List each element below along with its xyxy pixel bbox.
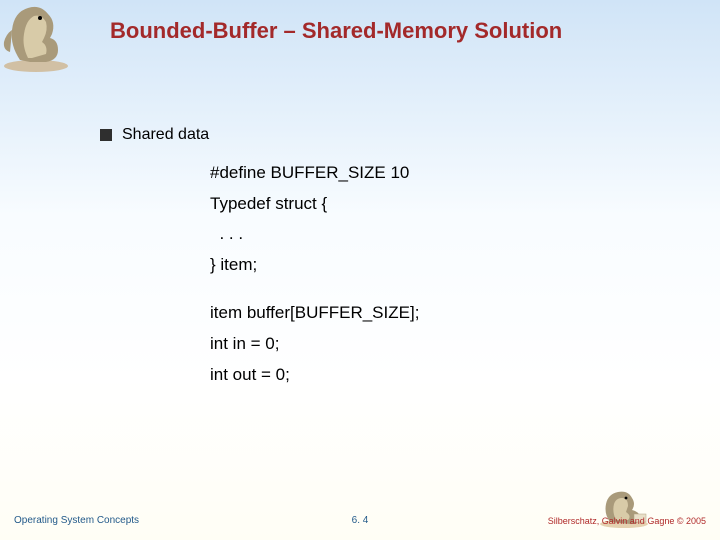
code-line: #define BUFFER_SIZE 10 (210, 158, 419, 189)
code-line: int in = 0; (210, 329, 419, 360)
footer-page-number: 6. 4 (352, 515, 369, 526)
footer-right: Silberschatz, Galvin and Gagne © 2005 (548, 516, 706, 526)
dinosaur-top-icon (0, 0, 72, 72)
slide-title: Bounded-Buffer – Shared-Memory Solution (110, 18, 562, 44)
bullet-shared-data: Shared data (100, 126, 209, 144)
code-line: } item; (210, 250, 419, 281)
code-line: item buffer[BUFFER_SIZE]; (210, 298, 419, 329)
code-block: #define BUFFER_SIZE 10 Typedef struct { … (210, 158, 419, 390)
bullet-label: Shared data (122, 126, 209, 144)
footer-left: Operating System Concepts (14, 515, 139, 526)
code-line: . . . (210, 219, 419, 250)
code-line: int out = 0; (210, 360, 419, 391)
code-line: Typedef struct { (210, 189, 419, 220)
bullet-square-icon (100, 129, 112, 141)
code-blank-line (210, 280, 419, 298)
